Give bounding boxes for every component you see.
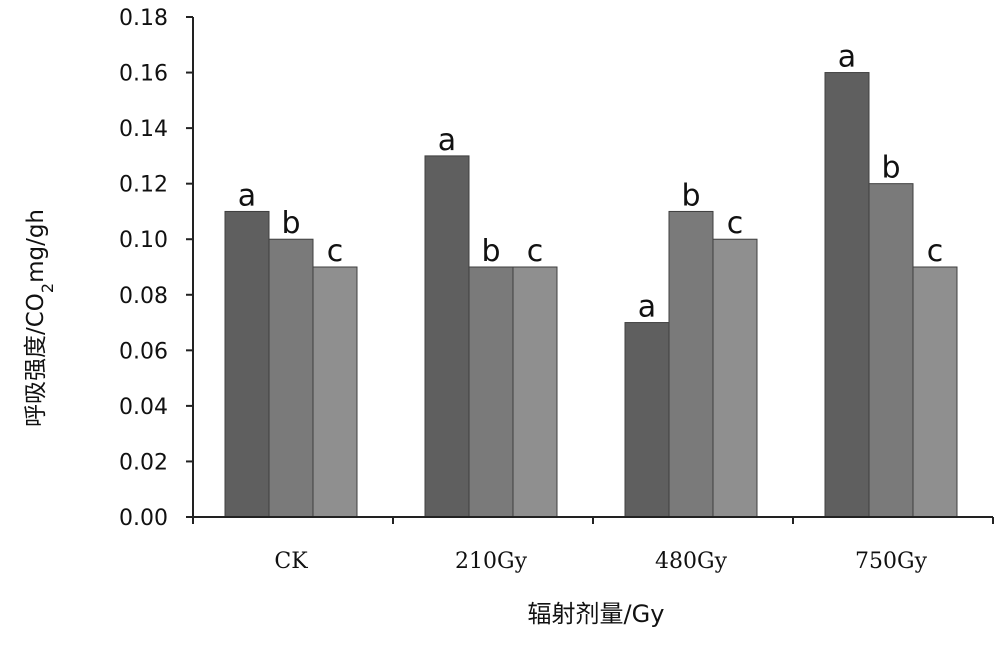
bar-750gy-series-1 <box>825 73 869 517</box>
x-tick-label-750gy: 750Gy <box>855 549 928 574</box>
significance-label-ck-series-1: a <box>238 178 256 213</box>
y-tick-label-0.14: 0.14 <box>119 117 168 142</box>
y-axis-title-main: 呼吸强度/CO <box>23 293 49 427</box>
bar-chart: abcCKabc210Gyabc480Gyabc750Gy0.000.020.0… <box>0 0 1000 642</box>
y-tick-label-0.16: 0.16 <box>119 62 168 87</box>
significance-label-480gy-series-1: a <box>638 290 656 325</box>
chart-container: abcCKabc210Gyabc480Gyabc750Gy0.000.020.0… <box>0 0 1000 642</box>
bar-ck-series-1 <box>225 211 269 517</box>
bar-480gy-series-1 <box>625 323 669 517</box>
y-axis-title-subscript: 2 <box>38 283 57 293</box>
y-tick-label-0.10: 0.10 <box>119 228 168 253</box>
significance-label-750gy-series-2: b <box>881 151 900 186</box>
significance-label-750gy-series-3: c <box>927 234 944 269</box>
significance-label-480gy-series-2: b <box>681 178 700 213</box>
y-tick-label-0.04: 0.04 <box>119 395 168 420</box>
y-tick-label-0.12: 0.12 <box>119 173 168 198</box>
bar-210gy-series-1 <box>425 156 469 517</box>
bar-210gy-series-2 <box>469 267 513 517</box>
y-tick-label-0.06: 0.06 <box>119 339 168 364</box>
significance-label-750gy-series-1: a <box>838 40 856 75</box>
y-tick-label-0.18: 0.18 <box>119 6 168 31</box>
significance-label-480gy-series-3: c <box>727 206 744 241</box>
significance-label-210gy-series-2: b <box>481 234 500 269</box>
bar-750gy-series-2 <box>869 184 913 517</box>
significance-label-210gy-series-1: a <box>438 123 456 158</box>
bars-layer <box>225 73 957 517</box>
significance-label-210gy-series-3: c <box>527 234 544 269</box>
bar-480gy-series-2 <box>669 211 713 517</box>
significance-label-ck-series-3: c <box>327 234 344 269</box>
y-axis-title: 呼吸强度/CO2mg/gh <box>23 209 57 427</box>
bar-ck-series-2 <box>269 239 313 517</box>
bar-750gy-series-3 <box>913 267 957 517</box>
y-axis-title-tail: mg/gh <box>23 209 49 283</box>
x-axis-title: 辐射剂量/Gy <box>528 600 665 628</box>
bar-210gy-series-3 <box>513 267 557 517</box>
bar-480gy-series-3 <box>713 239 757 517</box>
y-tick-label-0.02: 0.02 <box>119 450 168 475</box>
y-tick-label-0.00: 0.00 <box>119 506 168 531</box>
bar-ck-series-3 <box>313 267 357 517</box>
x-tick-label-ck: CK <box>274 549 308 574</box>
x-tick-label-480gy: 480Gy <box>655 549 728 574</box>
x-tick-label-210gy: 210Gy <box>455 549 528 574</box>
y-tick-label-0.08: 0.08 <box>119 284 168 309</box>
significance-label-ck-series-2: b <box>281 206 300 241</box>
